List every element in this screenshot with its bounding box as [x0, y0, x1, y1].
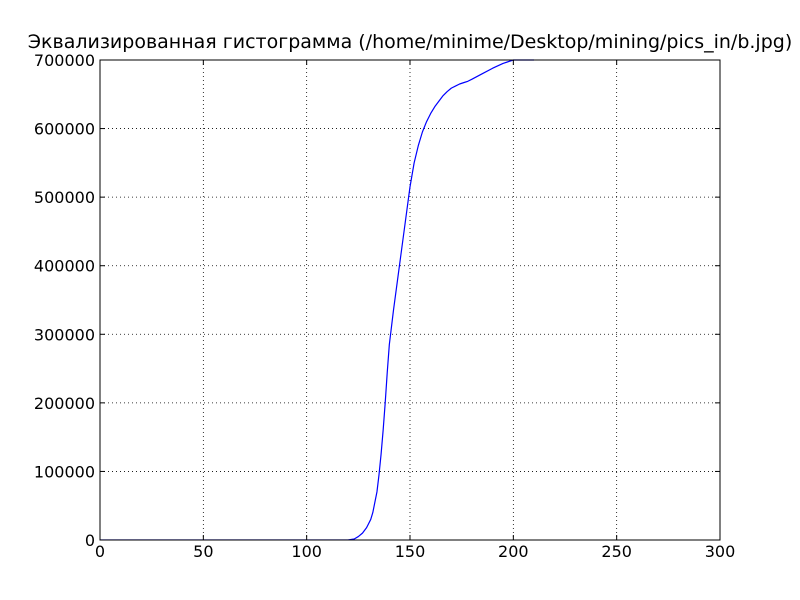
y-axis: 0 100000 200000 300000 400000 500000 600000 700… [34, 51, 720, 550]
x-tick-label: 0 [95, 542, 105, 561]
x-tick-label: 300 [705, 542, 736, 561]
x-tick-label: 150 [395, 542, 426, 561]
y-tick-label: 700000 [34, 51, 95, 70]
x-tick-label: 50 [193, 542, 213, 561]
y-tick-label: 500000 [34, 188, 95, 207]
y-tick-label: 300000 [34, 325, 95, 344]
x-tick-label: 250 [601, 542, 632, 561]
y-tick-label: 400000 [34, 257, 95, 276]
x-tick-label: 200 [498, 542, 529, 561]
x-tick-label: 100 [291, 542, 322, 561]
series-line [100, 59, 534, 540]
y-tick-label: 600000 [34, 120, 95, 139]
x-axis: 0 50 100 150 200 250 300 [95, 60, 735, 561]
y-tick-label: 100000 [34, 462, 95, 481]
plot-area [100, 59, 720, 540]
chart-title: Эквализированная гистограмма (/home/mini… [28, 31, 793, 53]
y-tick-label: 200000 [34, 394, 95, 413]
y-tick-label: 0 [85, 531, 95, 550]
